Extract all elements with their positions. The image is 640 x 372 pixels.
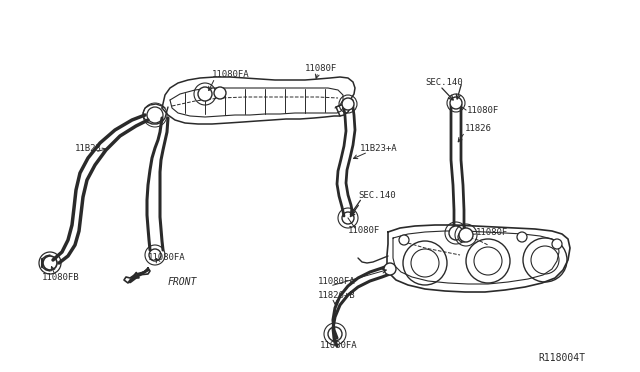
Text: 11080FA: 11080FA (320, 340, 358, 350)
Circle shape (449, 226, 463, 240)
Text: SEC.140: SEC.140 (358, 190, 396, 199)
Circle shape (552, 239, 562, 249)
Text: 11B23+A: 11B23+A (360, 144, 397, 153)
Text: 11080FA: 11080FA (212, 70, 250, 78)
Text: 11080F: 11080F (348, 225, 380, 234)
Circle shape (198, 87, 212, 101)
Text: 11080F: 11080F (305, 64, 337, 73)
Circle shape (450, 97, 462, 109)
Circle shape (458, 232, 468, 242)
Circle shape (459, 228, 473, 242)
Text: 11080FA: 11080FA (148, 253, 186, 263)
Text: R118004T: R118004T (538, 353, 585, 363)
Text: 11080FB: 11080FB (42, 273, 79, 282)
Circle shape (384, 263, 396, 275)
Text: FRONT: FRONT (168, 277, 197, 287)
Circle shape (214, 87, 226, 99)
Text: 11080F: 11080F (467, 106, 499, 115)
Text: SEC.140: SEC.140 (425, 77, 463, 87)
Text: 11B23: 11B23 (75, 144, 102, 153)
Text: 11080F: 11080F (476, 228, 508, 237)
Text: 11826: 11826 (465, 124, 492, 132)
Circle shape (517, 232, 527, 242)
Circle shape (342, 98, 354, 110)
Text: 11826+B: 11826+B (318, 291, 356, 299)
Circle shape (399, 235, 409, 245)
Text: 11080FA: 11080FA (318, 278, 356, 286)
